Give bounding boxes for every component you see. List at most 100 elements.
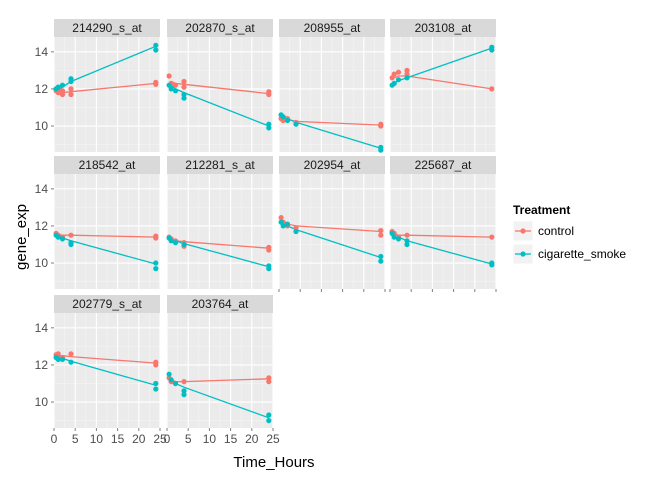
- data-point-cigarette_smoke: [395, 236, 402, 242]
- panel-208955_at: 208955_at: [278, 19, 386, 153]
- data-point-control: [181, 78, 187, 85]
- panel-strip: [390, 156, 496, 174]
- data-point-cigarette_smoke: [391, 80, 397, 86]
- data-point-control: [266, 379, 272, 385]
- data-point-cigarette_smoke: [181, 95, 187, 101]
- data-point-control: [378, 228, 384, 234]
- x-tick-label: 25: [153, 432, 167, 446]
- data-point-control: [59, 91, 66, 98]
- data-point-cigarette_smoke: [59, 82, 66, 88]
- data-point-control: [489, 86, 495, 92]
- data-point-control: [278, 215, 284, 221]
- panel-title: 203108_at: [415, 21, 472, 35]
- panel-title: 212281_s_at: [185, 158, 255, 172]
- data-point-control: [153, 233, 159, 239]
- x-tick-label: 10: [203, 432, 217, 446]
- x-tick-label: 25: [266, 432, 280, 446]
- data-point-control: [266, 375, 272, 381]
- data-point-control: [59, 88, 66, 94]
- x-tick-label: 0: [164, 432, 171, 446]
- series-line-cigarette_smoke: [170, 84, 270, 127]
- panel-strip: [279, 156, 385, 174]
- panel-title: 202779_s_at: [72, 297, 142, 311]
- data-point-control: [378, 232, 384, 238]
- panel-strip: [54, 295, 160, 313]
- y-tick-label: 14: [35, 321, 49, 335]
- panel-title: 225687_at: [415, 158, 472, 172]
- data-point-control: [391, 71, 397, 77]
- panel-strip: [390, 19, 496, 37]
- data-point-control: [153, 359, 159, 365]
- panel-202870_s_at: 202870_s_at: [166, 19, 274, 152]
- panel-title: 214290_s_at: [72, 21, 142, 35]
- data-point-cigarette_smoke: [68, 241, 74, 248]
- data-point-cigarette_smoke: [172, 240, 179, 246]
- panel-title: 218542_at: [79, 158, 136, 172]
- data-point-cigarette_smoke: [55, 356, 61, 362]
- data-point-control: [293, 225, 299, 231]
- data-point-control: [181, 379, 187, 385]
- panel-214290_s_at: 214290_s_at: [53, 19, 161, 152]
- data-point-cigarette_smoke: [181, 91, 187, 98]
- data-point-cigarette_smoke: [168, 377, 174, 383]
- data-point-cigarette_smoke: [280, 223, 286, 229]
- data-point-cigarette_smoke: [55, 84, 61, 90]
- data-point-cigarette_smoke: [395, 77, 402, 83]
- data-point-control: [166, 73, 172, 79]
- data-point-cigarette_smoke: [153, 386, 159, 392]
- data-point-cigarette_smoke: [266, 125, 272, 131]
- panels-group: 214290_s_at 202870_s_at 208955_at 203108_at…: [53, 19, 497, 428]
- data-point-control: [68, 232, 74, 238]
- y-tick-label: 14: [35, 182, 49, 196]
- data-point-cigarette_smoke: [378, 253, 384, 260]
- panel-strip: [54, 19, 160, 37]
- y-tick-label: 12: [35, 82, 49, 96]
- data-point-cigarette_smoke: [284, 221, 291, 227]
- legend-label: control: [538, 224, 574, 238]
- data-point-cigarette_smoke: [378, 258, 384, 264]
- y-tick-label: 14: [35, 45, 49, 59]
- data-point-cigarette_smoke: [378, 144, 384, 150]
- data-point-control: [68, 351, 74, 357]
- data-point-cigarette_smoke: [172, 88, 179, 94]
- data-point-cigarette_smoke: [153, 260, 159, 266]
- x-tick-label: 20: [132, 432, 146, 446]
- data-point-control: [404, 232, 410, 238]
- data-point-cigarette_smoke: [489, 260, 495, 266]
- panel-title: 208955_at: [304, 21, 361, 35]
- data-point-cigarette_smoke: [284, 117, 291, 124]
- legend-label: cigarette_smoke: [538, 247, 626, 261]
- data-point-cigarette_smoke: [266, 412, 272, 418]
- panel-218542_at: 218542_at: [53, 156, 161, 289]
- legend: Treatment control cigarette_smoke: [512, 203, 626, 265]
- x-tick-label: 0: [51, 432, 58, 446]
- data-point-cigarette_smoke: [293, 228, 299, 235]
- x-tick-label: 5: [72, 432, 79, 446]
- panel-strip: [54, 156, 160, 174]
- x-tick-label: 5: [185, 432, 192, 446]
- panel-212281_s_at: 212281_s_at: [166, 156, 274, 289]
- legend-key-point: [520, 228, 526, 234]
- data-point-cigarette_smoke: [280, 114, 286, 120]
- data-point-control: [68, 91, 74, 98]
- legend-title: Treatment: [513, 203, 570, 217]
- data-point-cigarette_smoke: [68, 76, 74, 82]
- y-tick-label: 10: [35, 256, 49, 270]
- data-point-control: [404, 67, 410, 73]
- x-tick-label: 15: [111, 432, 125, 446]
- data-point-control: [266, 244, 272, 250]
- panel-title: 203764_at: [192, 297, 249, 311]
- panel-strip: [167, 156, 273, 174]
- data-point-cigarette_smoke: [181, 392, 187, 398]
- data-point-cigarette_smoke: [404, 241, 410, 248]
- data-point-cigarette_smoke: [153, 47, 159, 53]
- y-tick-label: 12: [35, 219, 49, 233]
- data-point-control: [489, 234, 495, 240]
- data-point-control: [153, 79, 159, 85]
- data-point-cigarette_smoke: [181, 388, 187, 394]
- data-point-cigarette_smoke: [293, 121, 299, 127]
- legend-keys: control cigarette_smoke: [512, 220, 626, 265]
- data-point-control: [266, 89, 272, 95]
